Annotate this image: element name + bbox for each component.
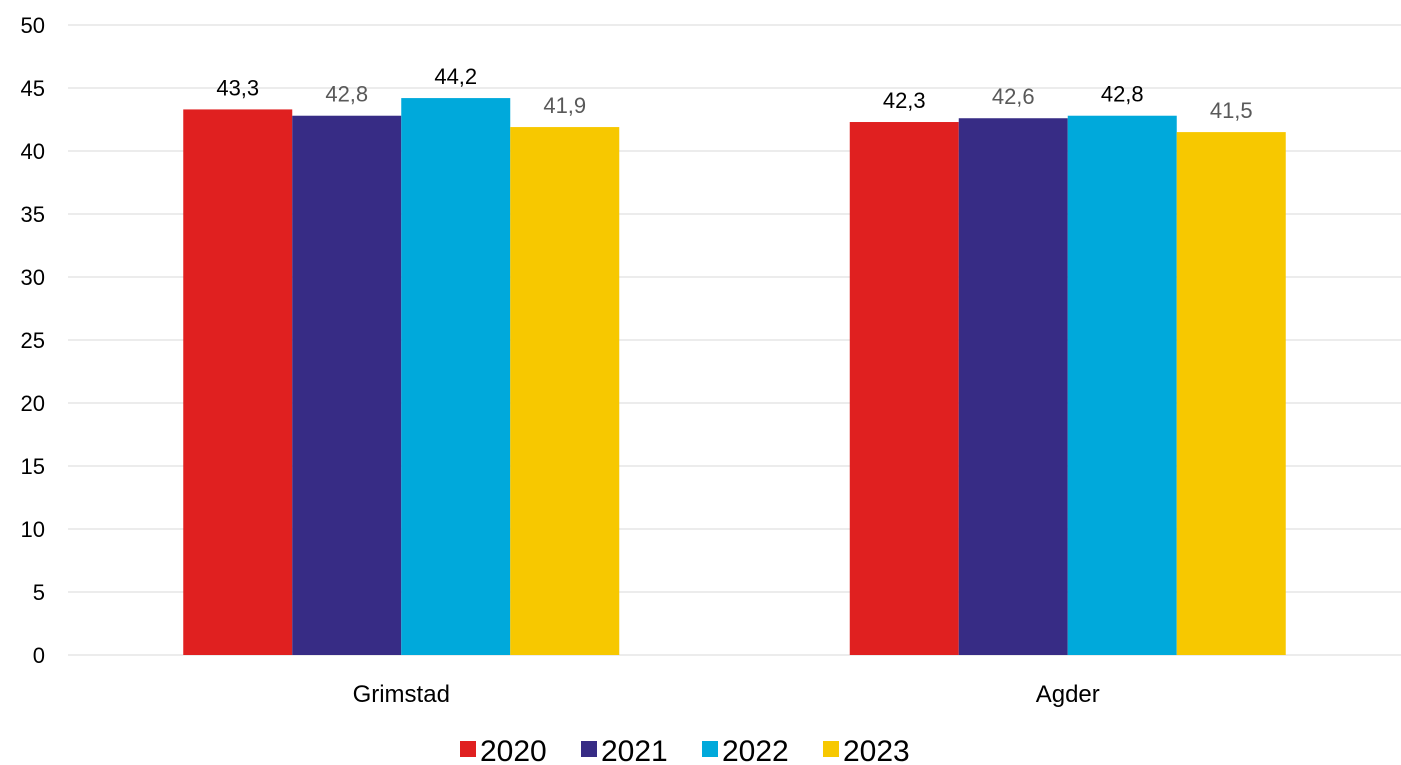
data-label: 41,9	[543, 93, 586, 118]
data-label: 44,2	[434, 64, 477, 89]
y-tick-label: 35	[21, 202, 45, 227]
y-tick-label: 10	[21, 517, 45, 542]
y-axis-ticks: 0 5 10 15 20 25 30 35 40 45 50	[21, 13, 45, 668]
legend-label-2023: 2023	[843, 735, 910, 765]
bar-2020-agder	[849, 122, 959, 655]
bar-2023-agder	[1176, 132, 1286, 656]
category-label-grimstad: Grimstad	[353, 681, 450, 708]
category-label-agder: Agder	[1036, 681, 1100, 708]
y-tick-label: 0	[33, 643, 45, 668]
data-label: 43,3	[216, 75, 259, 100]
legend-swatch-2021	[581, 741, 597, 757]
bar-2020-grimstad	[183, 109, 293, 656]
y-tick-label: 20	[21, 391, 45, 416]
bar-2022-grimstad	[401, 98, 511, 655]
legend-label-2021: 2021	[601, 735, 668, 765]
legend-swatch-2022	[702, 741, 718, 757]
legend: 2020 2021 2022 2023	[460, 735, 910, 765]
y-tick-label: 15	[21, 454, 45, 479]
x-axis-categories: Grimstad Agder	[353, 681, 1100, 708]
data-label: 42,8	[325, 82, 368, 107]
legend-swatch-2020	[460, 741, 476, 757]
bar-2022-agder	[1067, 115, 1177, 656]
y-tick-label: 40	[21, 139, 45, 164]
y-tick-label: 45	[21, 76, 45, 101]
legend-label-2020: 2020	[480, 735, 547, 765]
y-tick-label: 30	[21, 265, 45, 290]
data-label: 42,8	[1101, 82, 1144, 107]
bar-2021-agder	[958, 118, 1068, 656]
y-tick-label: 5	[33, 580, 45, 605]
data-labels: 43,3 42,8 44,2 41,9 42,3 42,6 42,8 41,5	[216, 64, 1252, 123]
legend-swatch-2023	[823, 741, 839, 757]
data-label: 41,5	[1210, 98, 1253, 123]
data-label: 42,3	[883, 88, 926, 113]
legend-label-2022: 2022	[722, 735, 789, 765]
y-tick-label: 50	[21, 13, 45, 38]
bar-2021-grimstad	[292, 115, 402, 656]
y-tick-label: 25	[21, 328, 45, 353]
bar-2023-grimstad	[510, 127, 620, 655]
data-label: 42,6	[992, 84, 1035, 109]
bars	[183, 98, 1286, 656]
